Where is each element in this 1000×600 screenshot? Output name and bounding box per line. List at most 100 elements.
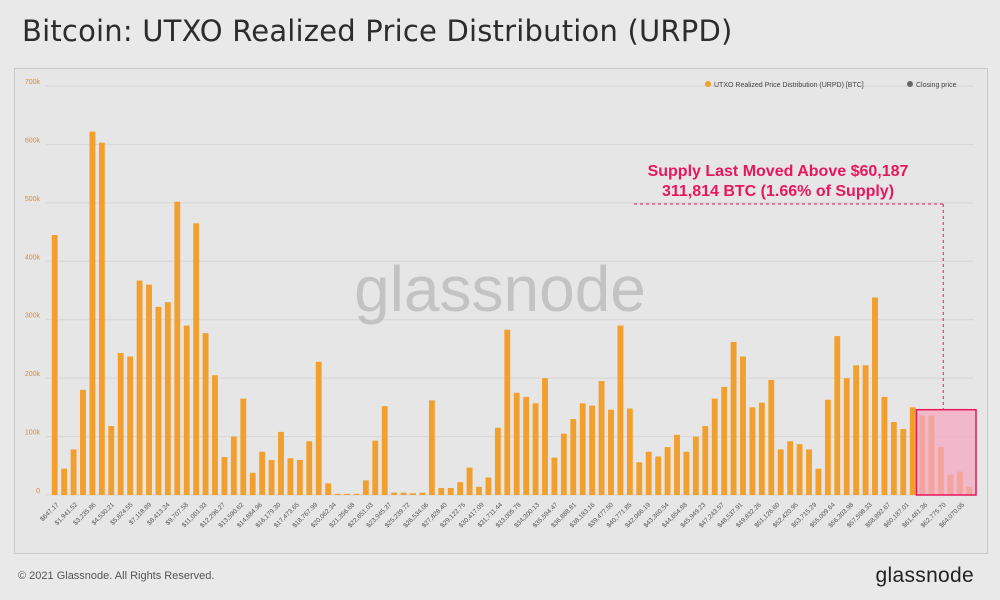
urpd-bar (202, 333, 209, 495)
urpd-bar (494, 427, 501, 495)
legend-closing-swatch (907, 81, 913, 87)
urpd-bar (702, 426, 709, 495)
urpd-bar (287, 458, 294, 495)
urpd-bar (419, 492, 426, 495)
urpd-bar (457, 482, 464, 495)
urpd-bar (212, 375, 218, 495)
urpd-bar (334, 493, 341, 495)
annotation-group: Supply Last Moved Above $60,187 311,814 … (634, 163, 977, 496)
urpd-bar (674, 434, 680, 495)
urpd-bar (155, 306, 162, 495)
chart-container: glassnode 0 100k 200k 300k 400k 500k 600k 700k … (14, 68, 988, 554)
urpd-bar (353, 493, 360, 495)
urpd-bar (268, 459, 275, 495)
urpd-bar (853, 365, 860, 495)
annotation-line-2: 311,814 BTC (1.66% of Supply) (662, 183, 894, 200)
urpd-bar (259, 451, 266, 495)
copyright-text: © 2021 Glassnode. All Rights Reserved. (18, 570, 215, 582)
brand-logo: glassnode (875, 564, 974, 587)
urpd-bar (315, 361, 322, 495)
urpd-bar (127, 356, 134, 495)
annotation-line-1: Supply Last Moved Above $60,187 (648, 163, 909, 180)
urpd-bar (108, 426, 115, 495)
urpd-bar (296, 459, 303, 495)
urpd-bar (230, 436, 237, 495)
urpd-bar (692, 436, 699, 495)
urpd-bar (626, 408, 633, 495)
urpd-bar (579, 403, 586, 495)
urpd-bar (183, 325, 190, 495)
urpd-bar (249, 472, 256, 495)
urpd-bar (777, 449, 784, 495)
urpd-bar (476, 486, 482, 495)
urpd-bar (608, 409, 614, 495)
urpd-bar (655, 456, 662, 495)
y-tick-label: 500k (25, 196, 41, 203)
bars-group: Supply Last Moved Above $60,187 311,814 … (51, 131, 977, 496)
urpd-bar (146, 284, 152, 495)
urpd-bar-chart: glassnode 0100k200k300k400k500k600k700k … (14, 68, 988, 554)
urpd-bar (381, 406, 388, 495)
urpd-bar (193, 223, 200, 496)
urpd-bar (410, 493, 416, 495)
urpd-bar (325, 483, 332, 495)
urpd-bar (617, 325, 624, 495)
urpd-bar (862, 365, 869, 495)
y-tick-label: 200k (25, 371, 41, 378)
urpd-bar (570, 419, 577, 495)
y-tick-label: 400k (25, 254, 41, 261)
legend-closing-label: Closing price (916, 82, 957, 89)
urpd-bar (683, 451, 690, 495)
urpd-bar (881, 396, 888, 495)
urpd-bar (164, 302, 171, 495)
urpd-bar (391, 492, 398, 495)
urpd-bar (344, 493, 350, 495)
urpd-bar (372, 440, 379, 495)
urpd-bar (740, 356, 746, 495)
urpd-bar (796, 444, 803, 495)
y-tick-label: 0 (36, 488, 40, 495)
watermark: glassnode (354, 253, 646, 325)
urpd-bar (598, 381, 605, 495)
urpd-bar (447, 487, 454, 495)
urpd-bar (485, 477, 492, 495)
urpd-bar (589, 405, 596, 495)
urpd-bar (400, 492, 407, 495)
urpd-bar (466, 467, 473, 495)
y-tick-label: 700k (25, 79, 41, 86)
y-tick-label: 100k (25, 430, 41, 437)
urpd-bar (240, 398, 247, 495)
urpd-bar (117, 353, 124, 495)
urpd-bar (532, 403, 539, 495)
urpd-bar (278, 431, 284, 495)
urpd-bar (89, 131, 96, 495)
urpd-bar (730, 341, 737, 495)
highlight-box (915, 408, 977, 496)
urpd-bar (523, 396, 530, 495)
y-tick-label: 300k (25, 313, 41, 320)
urpd-bar (664, 447, 671, 495)
urpd-bar (806, 449, 812, 495)
y-axis: 0 100k 200k 300k 400k 500k 600k 700k (25, 79, 41, 495)
urpd-bar (872, 297, 878, 495)
urpd-bar (136, 280, 143, 495)
urpd-bar (513, 392, 520, 495)
urpd-bar (51, 234, 58, 495)
urpd-bar (306, 441, 313, 495)
urpd-bar (428, 400, 435, 495)
legend-urpd-label: UTXO Realized Price Distribution (URPD) … (714, 82, 864, 89)
urpd-bar (636, 462, 643, 495)
urpd-bar (438, 487, 445, 495)
urpd-bar (542, 378, 548, 495)
urpd-bar (815, 468, 822, 495)
legend-urpd-swatch (705, 81, 711, 87)
urpd-bar (834, 336, 841, 495)
urpd-bar (890, 421, 897, 495)
urpd-bar (824, 399, 831, 495)
urpd-bar (504, 329, 511, 495)
urpd-bar (900, 428, 907, 495)
urpd-bar (768, 379, 775, 495)
urpd-bar (787, 441, 794, 495)
urpd-bar (721, 386, 728, 495)
page-title: Bitcoin: UTXO Realized Price Distributio… (22, 14, 733, 48)
